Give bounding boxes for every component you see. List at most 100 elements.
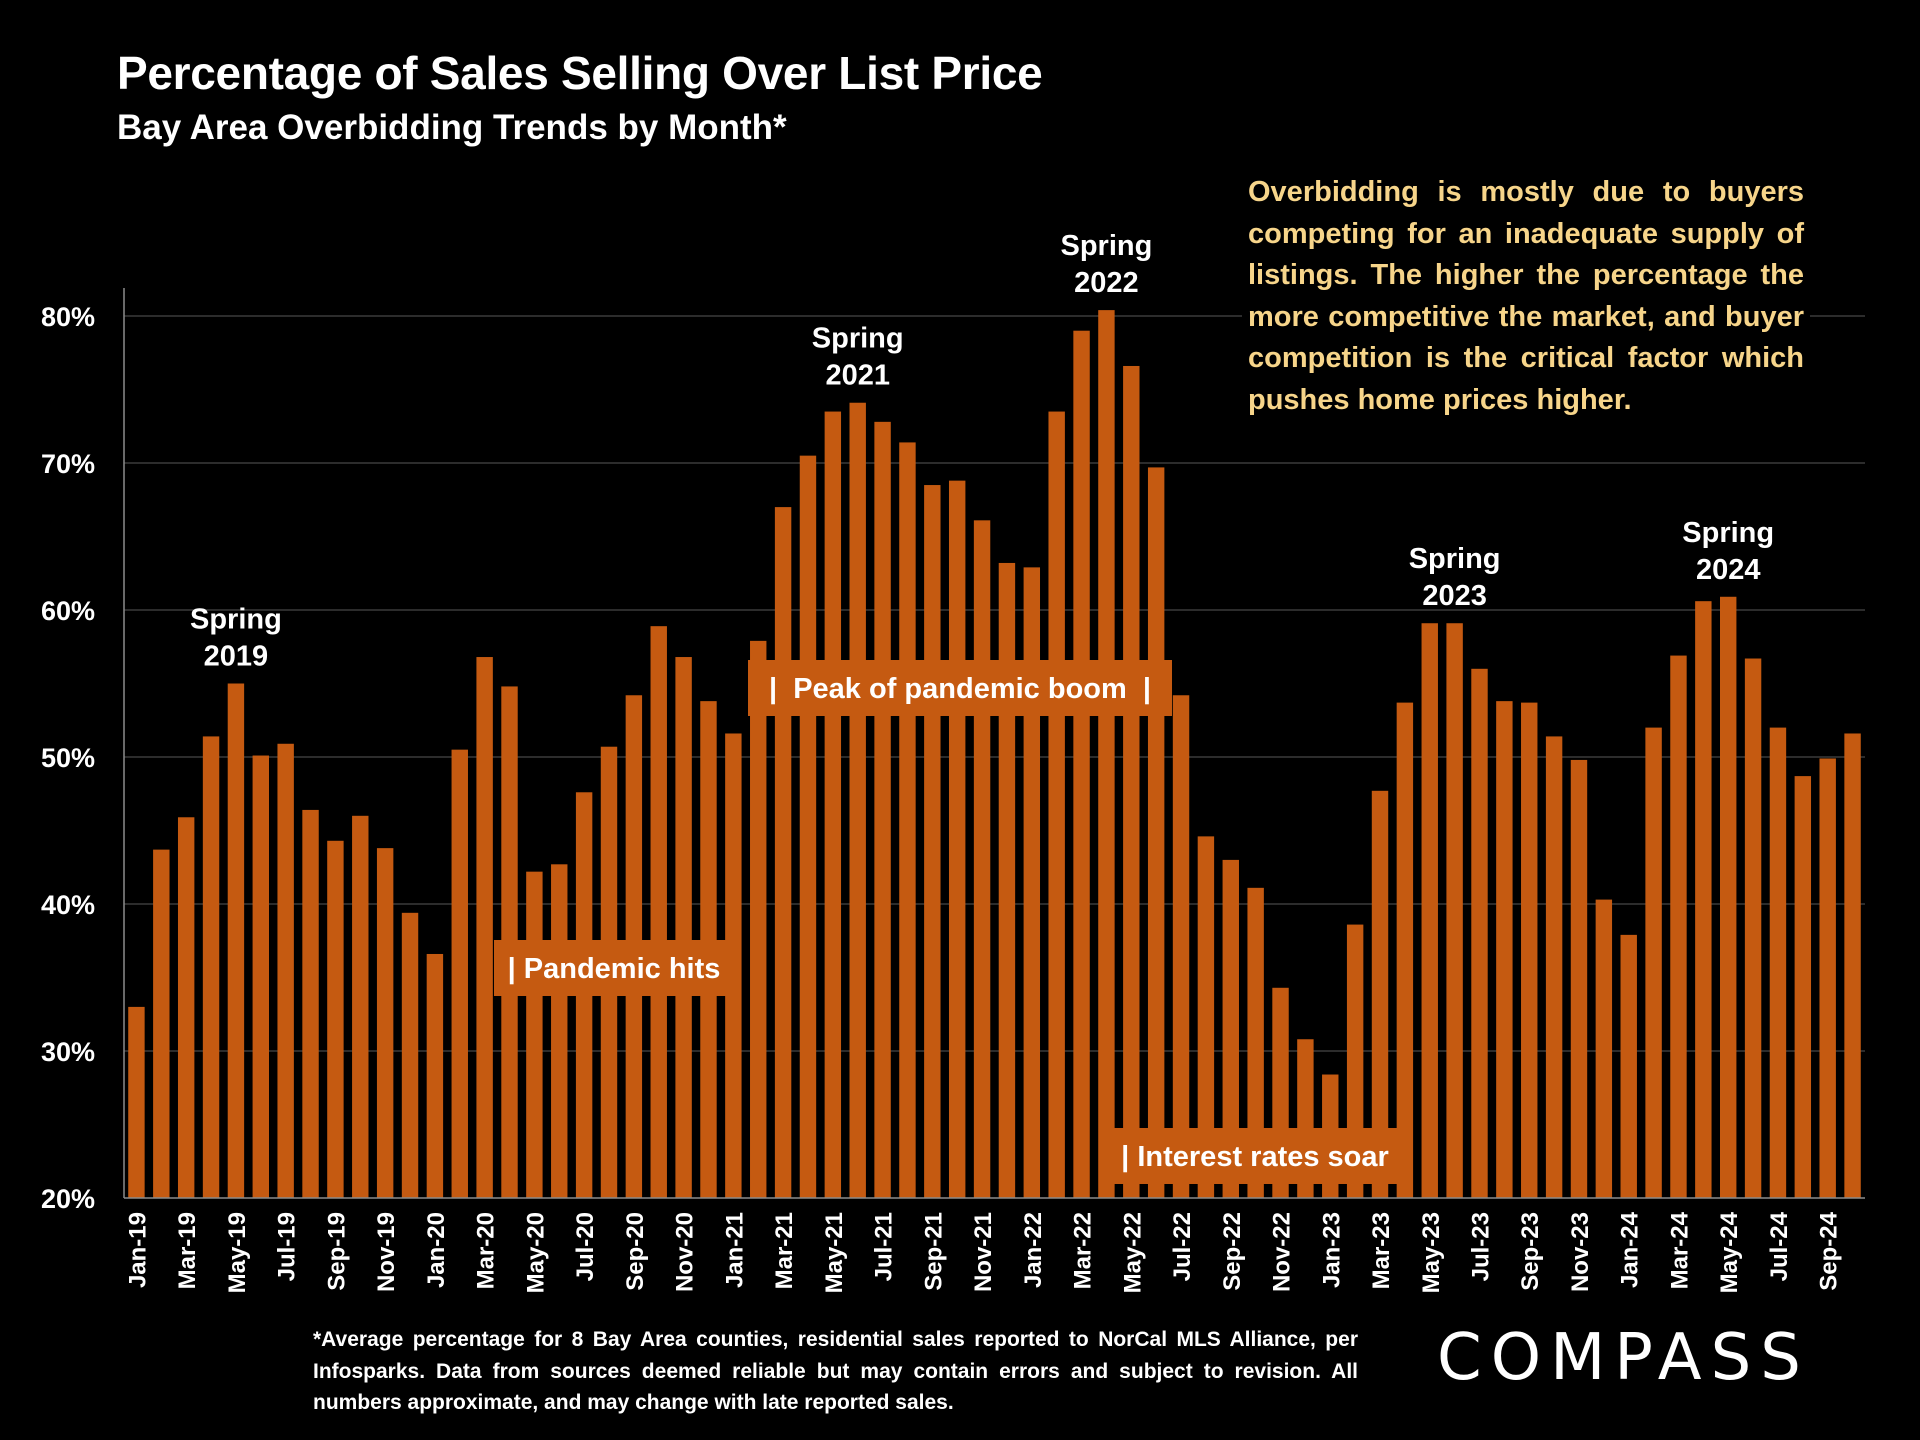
bar [849, 402, 866, 1199]
spring-label-word: Spring [1682, 517, 1774, 549]
bar [1048, 411, 1065, 1198]
bar [476, 657, 493, 1198]
bar [948, 480, 966, 1198]
bar [1670, 655, 1687, 1198]
bar [327, 840, 344, 1198]
bar [1769, 727, 1787, 1198]
x-tick-label: Sep-22 [1219, 1212, 1246, 1291]
x-tick-label: Nov-23 [1567, 1212, 1594, 1292]
bar [824, 411, 842, 1198]
y-tick-label: 70% [41, 449, 95, 479]
bar [924, 485, 941, 1198]
bar [1570, 759, 1588, 1198]
bar [1819, 758, 1836, 1198]
x-tick-label: Jan-20 [423, 1212, 450, 1288]
bar [1396, 702, 1414, 1198]
bar [750, 640, 767, 1198]
bar [252, 755, 270, 1198]
event-box [1100, 1128, 1410, 1184]
bar [1073, 330, 1090, 1198]
x-tick-label: Jul-24 [1766, 1211, 1793, 1281]
spring-label-word: Spring [190, 604, 282, 636]
bar [1023, 567, 1041, 1198]
bar [1620, 934, 1637, 1198]
x-tick-label: Jan-24 [1617, 1211, 1644, 1288]
bar [177, 817, 195, 1198]
x-tick-label: Nov-21 [970, 1212, 997, 1292]
x-axis-ticks: Jan-19 Mar-19 May-19 Jul-19 Sep-19 Nov-19 Jan-… [124, 1211, 1842, 1293]
x-tick-label: May-22 [1119, 1212, 1146, 1293]
bar [1794, 776, 1812, 1198]
bar [1172, 695, 1190, 1198]
commentary-text: Overbidding is mostly due to buyers comp… [1242, 168, 1810, 425]
chart-subtitle: Bay Area Overbidding Trends by Month* [117, 108, 787, 147]
x-tick-label: May-21 [821, 1212, 848, 1293]
bar [1695, 601, 1712, 1198]
bar [973, 520, 991, 1198]
x-tick-label: Mar-21 [771, 1212, 798, 1289]
bar [153, 849, 170, 1198]
chart-title: Percentage of Sales Selling Over List Pr… [117, 47, 1043, 99]
bar [1844, 733, 1861, 1198]
bar [1371, 790, 1389, 1198]
bar [227, 683, 245, 1198]
footnote: *Average percentage for 8 Bay Area count… [313, 1328, 1358, 1414]
bar [1471, 668, 1488, 1198]
x-tick-label: Jul-19 [274, 1212, 301, 1281]
x-tick-label: Mar-22 [1070, 1212, 1097, 1289]
x-tick-label: May-23 [1418, 1212, 1445, 1293]
bar [1147, 467, 1165, 1198]
bar [1595, 899, 1613, 1198]
bar [1744, 658, 1762, 1198]
bar [799, 455, 817, 1198]
spring-label-word: Spring [1409, 543, 1501, 575]
spring-label-year: 2022 [1074, 267, 1139, 299]
bar [1247, 887, 1264, 1198]
bar [998, 562, 1016, 1198]
bar [128, 1006, 145, 1198]
event-labels: | Pandemic hits | Peak of pandemic boom |… [494, 660, 1410, 1184]
bar [202, 736, 220, 1198]
spring-annotations: 2019 Spring 2021 Spring 2022 Spring 2023 Spring… [190, 230, 1774, 672]
x-tick-label: Jul-23 [1467, 1212, 1494, 1281]
bar [1545, 736, 1563, 1198]
spring-label-year: 2024 [1696, 554, 1761, 586]
x-tick-label: Sep-19 [323, 1212, 350, 1291]
x-tick-label: Mar-19 [174, 1212, 201, 1289]
x-tick-label: Sep-21 [920, 1212, 947, 1291]
y-tick-label: 80% [41, 302, 95, 332]
y-tick-label: 60% [41, 596, 95, 626]
spring-label-year: 2023 [1422, 580, 1487, 612]
event-box [494, 940, 734, 996]
bar [1197, 836, 1215, 1198]
event-label: | Interest rates soar [1121, 1141, 1389, 1173]
spring-label-year: 2021 [825, 360, 890, 392]
bar [1496, 701, 1513, 1198]
bar [1645, 727, 1662, 1198]
x-tick-label: Jul-21 [871, 1212, 898, 1281]
bar [302, 809, 319, 1198]
bar [1098, 310, 1115, 1198]
bar [1446, 623, 1463, 1198]
x-tick-label: Jan-23 [1318, 1212, 1345, 1288]
x-tick-label: Mar-20 [473, 1212, 500, 1289]
spring-label-year: 2019 [204, 641, 269, 673]
bar [1421, 623, 1438, 1198]
y-tick-label: 30% [41, 1037, 95, 1067]
x-tick-label: Jan-21 [721, 1212, 748, 1288]
x-tick-label: Nov-22 [1269, 1212, 1296, 1292]
x-tick-label: Jan-22 [1020, 1212, 1047, 1288]
x-tick-label: Jul-22 [1169, 1212, 1196, 1281]
bar [675, 657, 692, 1198]
bar [526, 871, 543, 1198]
x-tick-label: May-24 [1716, 1211, 1743, 1293]
x-tick-label: May-19 [224, 1212, 251, 1293]
x-tick-label: Mar-24 [1666, 1211, 1693, 1289]
bar [1521, 702, 1538, 1198]
compass-logo: COMPASS [1437, 1321, 1810, 1395]
x-tick-label: May-20 [522, 1212, 549, 1293]
bar [1222, 859, 1239, 1198]
bars [128, 310, 1861, 1199]
y-tick-label: 40% [41, 890, 95, 920]
event-box [748, 660, 1172, 716]
